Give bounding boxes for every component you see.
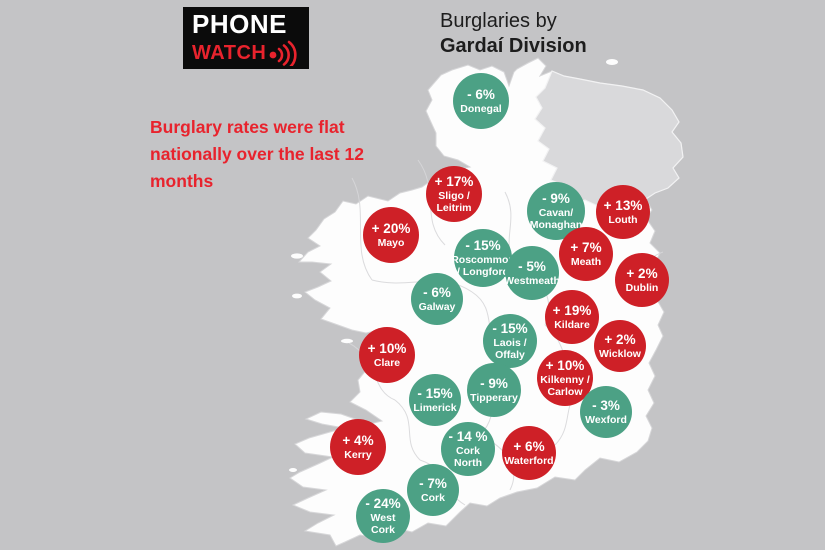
summary-note: Burglary rates were flat nationally over… <box>150 117 364 191</box>
division-bubble-cork: - 7% Cork <box>407 464 459 516</box>
division-value: + 17% <box>434 174 474 189</box>
logo-watch-text: WATCH <box>192 41 267 64</box>
division-name: Cork <box>421 492 445 504</box>
division-name: Meath <box>570 256 602 268</box>
division-bubble-limerick: - 15% Limerick <box>409 374 461 426</box>
division-value: - 15% <box>417 386 453 401</box>
division-name: Sligo / Leitrim <box>436 190 472 214</box>
division-value: - 15% <box>492 321 528 336</box>
division-value: + 4% <box>342 433 374 448</box>
division-value: - 5% <box>518 259 546 274</box>
phonewatch-logo: PHONE WATCH <box>183 7 309 69</box>
division-value: - 9% <box>480 376 508 391</box>
division-name: Donegal <box>460 103 502 115</box>
division-value: - 15% <box>465 238 501 253</box>
division-value: - 14 % <box>448 429 488 444</box>
division-bubble-galway: - 6% Galway <box>411 273 463 325</box>
division-bubble-laois-offaly: - 15% Laois / Offaly <box>483 314 537 368</box>
division-bubble-dublin: + 2% Dublin <box>615 253 669 307</box>
division-value: - 6% <box>467 87 495 102</box>
division-value: - 6% <box>423 285 451 300</box>
division-value: - 7% <box>419 476 447 491</box>
division-value: - 24% <box>365 496 401 511</box>
division-value: + 13% <box>603 198 643 213</box>
division-name: West Cork <box>370 512 396 536</box>
division-bubble-cork-north: - 14 % Cork North <box>441 422 495 476</box>
division-name: Mayo <box>377 237 405 249</box>
division-value: + 2% <box>626 266 658 281</box>
offshore-islands <box>289 59 618 472</box>
division-value: + 6% <box>513 439 545 454</box>
division-value: + 10% <box>367 341 407 356</box>
division-value: + 2% <box>604 332 636 347</box>
division-name: Cavan/ Monaghan <box>529 207 583 231</box>
sound-waves-icon <box>269 40 297 66</box>
division-bubble-westmeath: - 5% Westmeath <box>504 246 560 300</box>
division-name: Westmeath <box>504 275 560 287</box>
division-bubble-waterford: + 6% Waterford <box>502 426 556 480</box>
division-name: Galway <box>418 301 456 313</box>
page-title: Burglaries by Gardaí Division <box>440 9 587 59</box>
division-name: Roscommon / Longford <box>451 254 515 278</box>
division-bubble-donegal: - 6% Donegal <box>453 73 509 129</box>
division-name: Dublin <box>625 282 659 294</box>
title-line1: Burglaries by <box>440 10 557 32</box>
division-name: Louth <box>608 214 638 226</box>
division-bubble-clare: + 10% Clare <box>359 327 415 383</box>
division-name: Clare <box>373 357 401 369</box>
division-bubble-meath: + 7% Meath <box>559 227 613 281</box>
division-value: + 7% <box>570 240 602 255</box>
division-bubble-kildare: + 19% Kildare <box>545 290 599 344</box>
division-value: + 19% <box>552 303 592 318</box>
logo-phone-text: PHONE <box>192 8 287 39</box>
division-name: Kerry <box>344 449 372 461</box>
division-bubble-tipperary: - 9% Tipperary <box>467 363 521 417</box>
division-name: Laois / Offaly <box>493 337 527 361</box>
title-line2: Gardaí Division <box>440 35 587 57</box>
division-name: Wexford <box>585 414 627 426</box>
division-value: - 9% <box>542 191 570 206</box>
division-bubble-mayo: + 20% Mayo <box>363 207 419 263</box>
division-bubble-sligo-leitrim: + 17% Sligo / Leitrim <box>426 166 482 222</box>
division-value: + 20% <box>371 221 411 236</box>
division-bubble-wicklow: + 2% Wicklow <box>594 320 646 372</box>
division-name: Limerick <box>413 402 457 414</box>
division-name: Cork North <box>454 445 482 469</box>
division-bubble-west-cork: - 24% West Cork <box>356 489 410 543</box>
division-value: + 10% <box>545 358 585 373</box>
division-bubble-louth: + 13% Louth <box>596 185 650 239</box>
division-name: Waterford <box>504 455 554 467</box>
division-name: Kildare <box>554 319 590 331</box>
division-name: Wicklow <box>599 348 641 360</box>
division-bubble-roscommon-longford: - 15% Roscommon / Longford <box>451 229 515 287</box>
division-bubble-wexford: - 3% Wexford <box>580 386 632 438</box>
division-name: Kilkenny / Carlow <box>540 374 590 398</box>
division-bubble-kerry: + 4% Kerry <box>330 419 386 475</box>
division-value: - 3% <box>592 398 620 413</box>
division-name: Tipperary <box>470 392 518 404</box>
